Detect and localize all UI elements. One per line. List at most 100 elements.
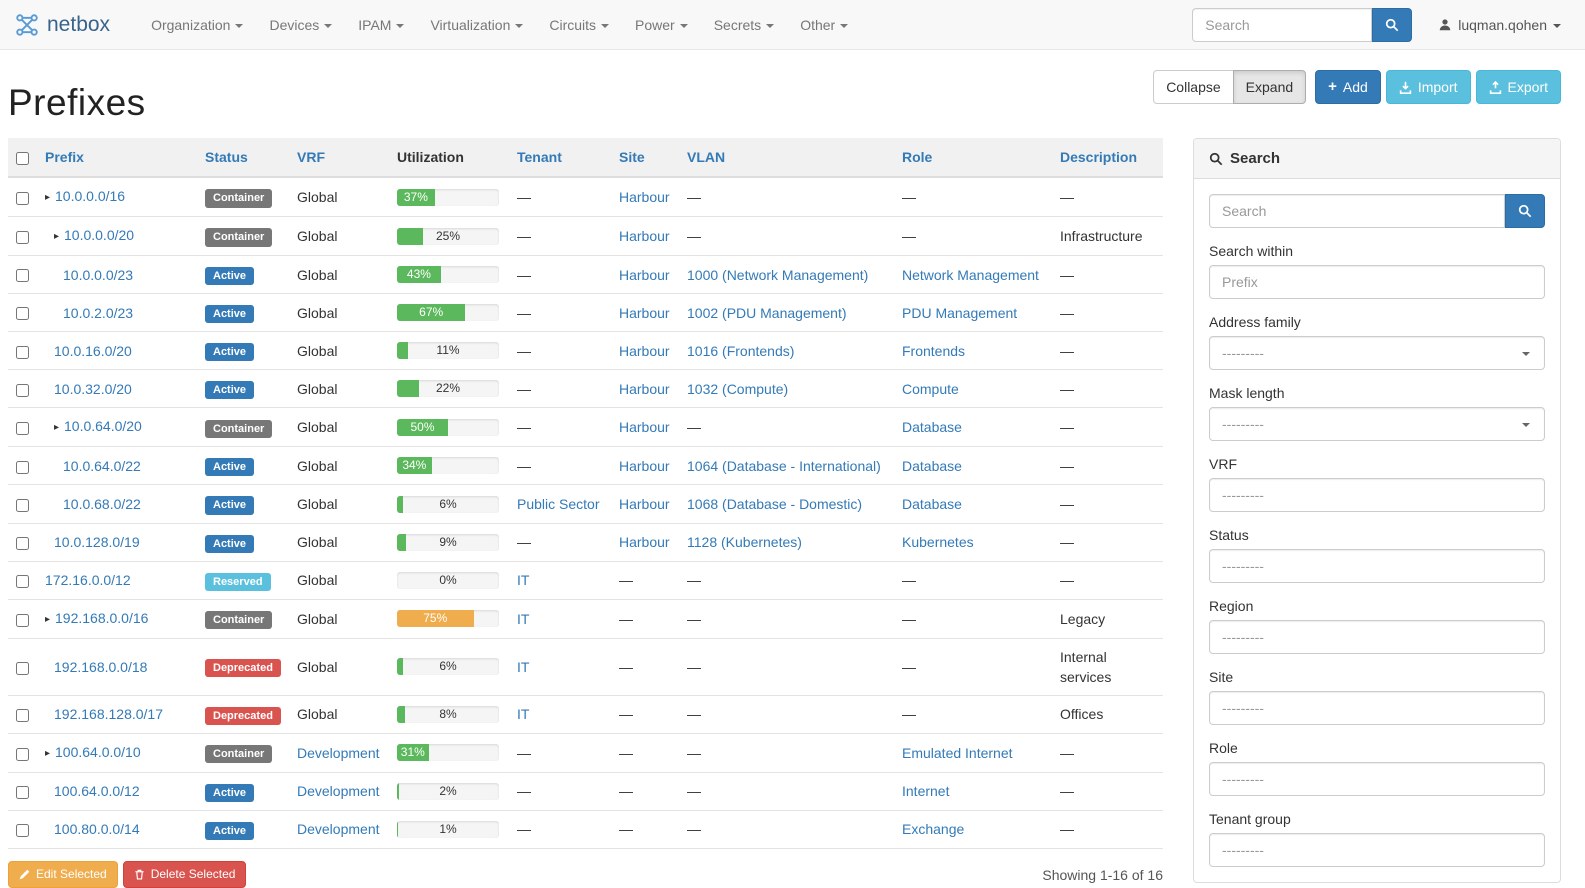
tenant-link[interactable]: IT [517, 658, 530, 675]
role-link[interactable]: Frontends [902, 342, 966, 359]
prefix-link[interactable]: 10.0.68.0/22 [63, 496, 141, 513]
column-header-site[interactable]: Site [611, 138, 679, 178]
sidebar-search-button[interactable] [1505, 194, 1545, 228]
expand-toggle-icon[interactable]: ▸ [54, 422, 60, 434]
row-checkbox[interactable] [16, 786, 29, 800]
nav-menu-virtualization[interactable]: Virtualization [417, 2, 536, 48]
role-link[interactable]: PDU Management [902, 304, 1018, 321]
filter-input-site[interactable] [1209, 691, 1545, 725]
collapse-button[interactable]: Collapse [1153, 70, 1234, 104]
nav-menu-secrets[interactable]: Secrets [701, 2, 787, 48]
site-link[interactable]: Harbour [619, 189, 670, 205]
vlan-link[interactable]: 1016 (Frontends) [687, 342, 795, 359]
role-link[interactable]: Network Management [902, 266, 1039, 283]
nav-menu-ipam[interactable]: IPAM [345, 2, 417, 48]
prefix-link[interactable]: 10.0.16.0/20 [54, 342, 132, 359]
site-link[interactable]: Harbour [619, 266, 670, 283]
column-header-status[interactable]: Status [197, 138, 289, 178]
site-link[interactable]: Harbour [619, 304, 670, 321]
filter-select-address-family[interactable]: --------- [1209, 336, 1545, 370]
prefix-link[interactable]: 10.0.32.0/20 [54, 380, 132, 397]
import-button[interactable]: Import [1385, 70, 1471, 104]
vlan-link[interactable]: 1068 (Database - Domestic) [687, 496, 863, 513]
row-checkbox[interactable] [16, 709, 29, 723]
filter-input-vrf[interactable] [1209, 478, 1545, 512]
row-checkbox[interactable] [16, 498, 29, 512]
role-link[interactable]: Database [902, 457, 962, 474]
column-header-prefix[interactable]: Prefix [37, 138, 197, 178]
row-checkbox[interactable] [16, 269, 29, 283]
prefix-link[interactable]: 10.0.0.0/23 [63, 266, 134, 283]
filter-input-status[interactable] [1209, 549, 1545, 583]
prefix-link[interactable]: 10.0.64.0/22 [63, 457, 141, 474]
expand-button[interactable]: Expand [1232, 70, 1307, 104]
column-header-vlan[interactable]: VLAN [679, 138, 894, 178]
nav-menu-circuits[interactable]: Circuits [536, 2, 622, 48]
column-header-description[interactable]: Description [1052, 138, 1163, 178]
site-link[interactable]: Harbour [619, 342, 670, 359]
expand-toggle-icon[interactable]: ▸ [54, 231, 60, 242]
site-link[interactable]: Harbour [619, 496, 670, 513]
row-checkbox[interactable] [16, 575, 29, 588]
prefix-link[interactable]: 192.168.128.0/17 [54, 706, 163, 723]
vrf-link[interactable]: Development [297, 783, 380, 800]
prefix-link[interactable]: 100.64.0.0/12 [54, 783, 140, 800]
column-header-vrf[interactable]: VRF [289, 138, 389, 178]
row-checkbox[interactable] [16, 307, 29, 321]
role-link[interactable]: Database [902, 419, 962, 436]
nav-menu-devices[interactable]: Devices [256, 2, 345, 48]
expand-toggle-icon[interactable]: ▸ [45, 192, 51, 203]
nav-menu-other[interactable]: Other [787, 2, 861, 48]
vlan-link[interactable]: 1032 (Compute) [687, 380, 789, 397]
tenant-link[interactable]: IT [517, 610, 530, 627]
sidebar-search-input[interactable] [1209, 194, 1505, 228]
filter-input-search-within[interactable] [1209, 265, 1545, 299]
row-checkbox[interactable] [16, 747, 29, 761]
user-menu[interactable]: luqman.qohen [1438, 17, 1561, 33]
column-header-role[interactable]: Role [894, 138, 1052, 178]
row-checkbox[interactable] [16, 613, 29, 627]
row-checkbox[interactable] [16, 383, 29, 397]
select-all-checkbox[interactable] [16, 151, 29, 165]
vlan-link[interactable]: 1064 (Database - International) [687, 457, 881, 474]
prefix-link[interactable]: 10.0.0.0/16 [55, 188, 126, 204]
vlan-link[interactable]: 1002 (PDU Management) [687, 304, 847, 321]
prefix-link[interactable]: 10.0.64.0/20 [64, 418, 142, 435]
prefix-link[interactable]: 192.168.0.0/16 [55, 609, 149, 626]
prefix-link[interactable]: 10.0.128.0/19 [54, 534, 140, 551]
row-checkbox[interactable] [16, 661, 29, 675]
site-link[interactable]: Harbour [619, 534, 670, 551]
nav-menu-power[interactable]: Power [622, 2, 701, 48]
prefix-link[interactable]: 100.64.0.0/10 [55, 743, 141, 760]
tenant-link[interactable]: IT [517, 572, 530, 589]
filter-input-region[interactable] [1209, 620, 1545, 654]
prefix-link[interactable]: 10.0.0.0/20 [64, 227, 135, 243]
vlan-link[interactable]: 1128 (Kubernetes) [687, 534, 802, 551]
expand-toggle-icon[interactable]: ▸ [45, 613, 51, 625]
site-link[interactable]: Harbour [619, 419, 670, 436]
tenant-link[interactable]: IT [517, 706, 530, 723]
netbox-logo[interactable]: netbox [14, 12, 110, 38]
column-header-tenant[interactable]: Tenant [509, 138, 611, 178]
filter-input-role[interactable] [1209, 762, 1545, 796]
vrf-link[interactable]: Development [297, 821, 380, 838]
row-checkbox[interactable] [16, 536, 29, 550]
site-link[interactable]: Harbour [619, 380, 670, 397]
filter-input-tenant-group[interactable] [1209, 833, 1545, 867]
prefix-link[interactable]: 10.0.2.0/23 [63, 304, 134, 321]
vlan-link[interactable]: 1000 (Network Management) [687, 266, 869, 283]
add-button[interactable]: + Add [1315, 70, 1381, 104]
row-checkbox[interactable] [16, 230, 29, 244]
site-link[interactable]: Harbour [619, 457, 670, 474]
navbar-search-input[interactable] [1192, 7, 1373, 42]
tenant-link[interactable]: Public Sector [517, 496, 600, 513]
delete-selected-button[interactable]: Delete Selected [122, 861, 247, 888]
prefix-link[interactable]: 172.16.0.0/12 [45, 572, 131, 589]
role-link[interactable]: Compute [902, 380, 959, 397]
row-checkbox[interactable] [16, 422, 29, 436]
role-link[interactable]: Exchange [902, 821, 965, 838]
nav-menu-organization[interactable]: Organization [138, 2, 256, 48]
edit-selected-button[interactable]: Edit Selected [8, 861, 118, 888]
expand-toggle-icon[interactable]: ▸ [45, 747, 51, 759]
role-link[interactable]: Emulated Internet [902, 744, 1013, 761]
